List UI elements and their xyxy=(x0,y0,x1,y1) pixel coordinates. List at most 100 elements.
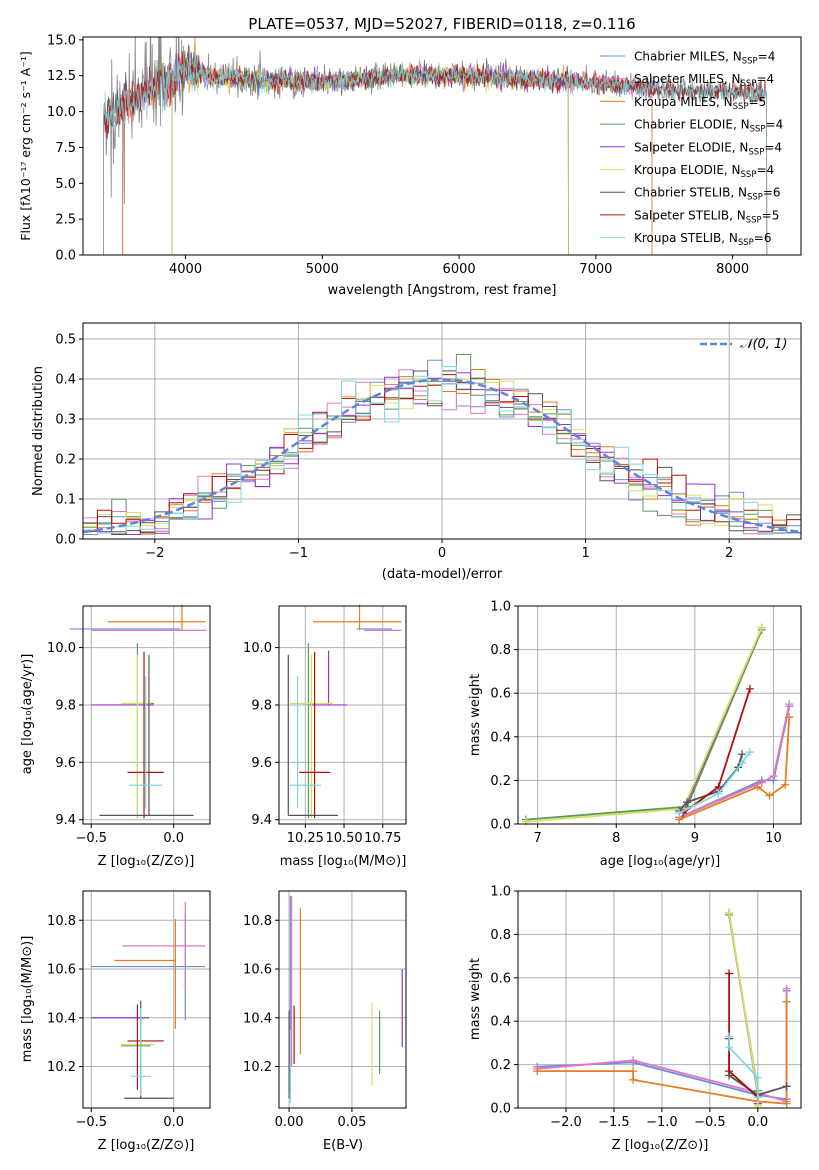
massweight-vs-Z-ticks: −2.0 −1.5 −1.0 −0.5 0.0 0.0 0.2 0.4 0.6 0.8 1.0 xyxy=(490,885,768,1131)
legend-entry: Chabrier STELIB, NSSP=6 xyxy=(634,186,781,203)
point-salpeter-stelib xyxy=(127,1004,164,1090)
normal-curve xyxy=(82,378,802,534)
point-kroupa-stelib xyxy=(129,676,163,809)
point-chabrier-stelib xyxy=(287,654,338,816)
point-kroupa-stelib xyxy=(289,676,321,809)
series-marker xyxy=(781,780,790,789)
y-tick-label: 9.6 xyxy=(251,756,272,771)
y-tick-label: 0.4 xyxy=(55,373,76,388)
y-tick-label: 9.4 xyxy=(251,813,272,828)
age-vs-Z-grid xyxy=(83,606,210,824)
y-tick-label: 0.6 xyxy=(490,687,511,702)
series-marker xyxy=(725,1043,734,1052)
y-tick-label: 10.0 xyxy=(47,641,76,656)
series-marker xyxy=(725,1067,734,1076)
massweight-vs-Z-ylabel: mass weight xyxy=(468,958,483,1040)
y-tick-label: 0.4 xyxy=(490,1015,511,1030)
y-tick-label: 0.8 xyxy=(490,928,511,943)
y-tick-label: 0.2 xyxy=(55,453,76,468)
residual-panel: −2 −1 0 1 2 0.0 0.1 0.2 0.3 0.4 0.5 (data-model)/e… xyxy=(31,322,802,582)
model-spectrum-salpeter-stelib xyxy=(103,46,768,255)
point-chabrier-stelib xyxy=(99,654,194,816)
series-marker xyxy=(765,791,774,800)
x-tick-label: 7000 xyxy=(579,262,612,277)
y-tick-label: 9.6 xyxy=(55,756,76,771)
y-tick-label: 0.3 xyxy=(55,413,76,428)
y-tick-label: 10.8 xyxy=(47,914,76,929)
y-tick-label: 10.4 xyxy=(243,1011,272,1026)
massweight-vs-age-ticks: 7 8 9 10 0.0 0.2 0.4 0.6 0.8 1.0 xyxy=(490,600,781,847)
mass-vs-EBV-ticks: 0.00 0.05 10.2 10.4 10.6 10.8 xyxy=(243,914,366,1130)
x-tick-label: 4000 xyxy=(169,262,202,277)
series-line xyxy=(728,1036,759,1098)
legend-entry: Chabrier ELODIE, NSSP=4 xyxy=(634,118,783,135)
spectrum-legend: Chabrier MILES, NSSP=4 Salpeter MILES, NS… xyxy=(600,50,783,248)
point-kroupa-miles xyxy=(107,604,206,631)
mass-vs-Z-ticks: −0.5 0.0 10.2 10.4 10.6 10.8 xyxy=(47,914,184,1130)
residual-plot-area xyxy=(82,354,802,536)
age-vs-Z-panel: −0.5 0.0 9.4 9.6 9.8 10.0 Z [log₁₀(Z/Z⊙)] age… xyxy=(20,604,211,869)
y-tick-label: 10.6 xyxy=(243,963,272,978)
spectrum-plot-area xyxy=(103,37,768,255)
residual-legend: 𝒩(0, 1) xyxy=(700,337,787,352)
age-vs-mass-frame xyxy=(278,605,407,825)
residual-ylabel: Normed distribution xyxy=(31,366,46,496)
point-kroupa-miles xyxy=(313,604,402,631)
y-tick-label: 0.6 xyxy=(490,971,511,986)
series-marker xyxy=(533,1067,542,1076)
x-tick-label: 8000 xyxy=(716,262,749,277)
y-tick-label: 10.0 xyxy=(47,105,76,120)
mass-vs-Z-xlabel: Z [log₁₀(Z/Z⊙)] xyxy=(98,1138,195,1153)
x-tick-label: 0.00 xyxy=(275,1115,304,1130)
y-tick-label: 10.2 xyxy=(243,1060,272,1075)
age-vs-mass-plot-area xyxy=(287,604,402,819)
series-line xyxy=(678,703,791,819)
x-tick-label: 10.50 xyxy=(325,831,362,846)
x-tick-label: 2 xyxy=(725,546,733,561)
x-tick-label: 10.75 xyxy=(364,831,401,846)
spectrum-lines xyxy=(103,37,768,255)
series-marker xyxy=(757,623,766,632)
massweight-vs-Z-panel: −2.0 −1.5 −1.0 −0.5 0.0 0.0 0.2 0.4 0.6 0.8 1.0 Z … xyxy=(468,885,802,1153)
series-kroupa-miles xyxy=(675,713,794,824)
series-marker xyxy=(757,778,766,787)
y-tick-label: 0.2 xyxy=(490,1058,511,1073)
spectrum-frame xyxy=(82,36,802,256)
x-tick-label: −1.0 xyxy=(646,1115,678,1130)
age-vs-mass-panel: 10.25 10.50 10.75 9.4 9.6 9.8 10.0 mass [log₁₀… xyxy=(243,604,407,869)
series-marker xyxy=(785,700,794,709)
spectrum-title: PLATE=0537, MJD=52027, FIBERID=0118, z=0… xyxy=(248,15,635,33)
series-marker xyxy=(725,908,734,917)
age-vs-Z-frame xyxy=(82,605,211,825)
y-tick-label: 1.0 xyxy=(490,885,511,900)
point-salpeter-miles xyxy=(122,901,206,990)
mass-vs-Z-frame xyxy=(82,890,211,1109)
series-marker xyxy=(785,713,794,722)
y-tick-label: 10.0 xyxy=(243,641,272,656)
series-marker xyxy=(753,1093,762,1102)
series-marker xyxy=(725,1032,734,1041)
series-marker xyxy=(683,798,692,807)
massweight-vs-age-xlabel: age [log₁₀(age/yr)] xyxy=(600,854,721,869)
mass-vs-Z-panel: −0.5 0.010.210.410.610.8 Z [log₁₀(Z/Z⊙)] … xyxy=(20,890,211,1153)
x-tick-label: 5000 xyxy=(306,262,339,277)
age-vs-Z-ticks: −0.5 0.0 9.4 9.6 9.8 10.0 xyxy=(47,641,184,846)
series-marker xyxy=(629,1056,638,1065)
mass-vs-Z-ylabel: mass [log₁₀(M/M⊙)] xyxy=(20,936,35,1063)
x-tick-label: −1.5 xyxy=(598,1115,630,1130)
series-marker xyxy=(769,772,778,781)
series-marker xyxy=(753,1073,762,1082)
series-marker xyxy=(745,748,754,757)
normal-legend-label: 𝒩(0, 1) xyxy=(740,337,787,352)
x-tick-label: 9 xyxy=(691,831,699,846)
massweight-vs-age-panel: 7 8 9 10 0.0 0.2 0.4 0.6 0.8 1.0 age [log₁₀(age/y… xyxy=(468,600,802,869)
legend-entry: Kroupa MILES, NSSP=5 xyxy=(634,95,766,112)
series-marker xyxy=(725,969,734,978)
spectrum-ylabel: Flux [fλ10⁻¹⁷ erg cm⁻² s⁻¹ A⁻¹] xyxy=(18,51,33,240)
legend-entry: Kroupa STELIB, NSSP=6 xyxy=(634,231,772,248)
point-salpeter-stelib xyxy=(299,651,331,819)
y-tick-label: 10.4 xyxy=(47,1011,76,1026)
mass-vs-EBV-frame xyxy=(278,890,407,1109)
age-vs-Z-plot-area xyxy=(69,604,207,819)
